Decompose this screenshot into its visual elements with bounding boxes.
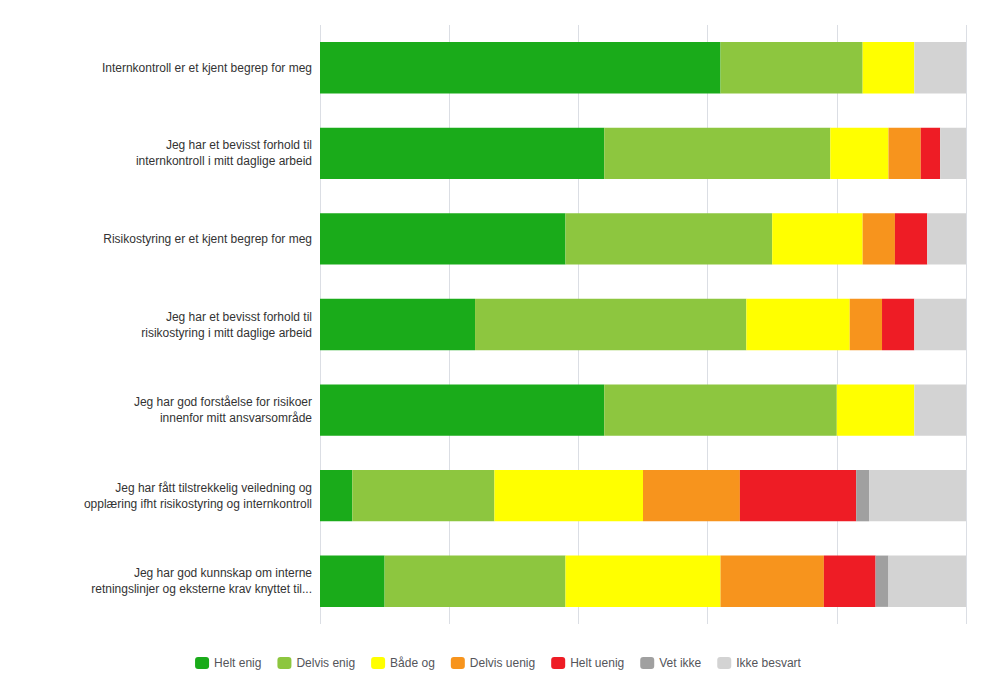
svg-text:Helt enig: Helt enig: [214, 656, 261, 670]
svg-text:Ikke besvart: Ikke besvart: [736, 656, 801, 670]
svg-text:Jeg har fått tilstrekkelig vei: Jeg har fått tilstrekkelig veiledning og: [115, 481, 312, 495]
svg-text:Jeg har god kunnskap om intern: Jeg har god kunnskap om interne: [134, 566, 312, 580]
svg-text:Risikostyring er et kjent begr: Risikostyring er et kjent begrep for meg: [103, 232, 312, 246]
svg-text:Jeg har et bevisst forhold til: Jeg har et bevisst forhold til: [166, 310, 312, 324]
svg-text:Internkontroll er et kjent beg: Internkontroll er et kjent begrep for me…: [102, 61, 312, 75]
svg-text:risikostyring i mitt daglige a: risikostyring i mitt daglige arbeid: [141, 326, 312, 340]
svg-text:Delvis uenig: Delvis uenig: [470, 656, 535, 670]
svg-text:opplæring ifht risikostyring o: opplæring ifht risikostyring og internko…: [84, 497, 312, 511]
svg-text:Vet ikke: Vet ikke: [659, 656, 701, 670]
svg-text:Delvis enig: Delvis enig: [296, 656, 355, 670]
svg-text:Helt uenig: Helt uenig: [570, 656, 624, 670]
svg-text:Jeg har et bevisst forhold til: Jeg har et bevisst forhold til: [166, 138, 312, 152]
svg-text:innenfor mitt ansvarsområde: innenfor mitt ansvarsområde: [160, 411, 312, 425]
svg-text:Både og: Både og: [390, 656, 435, 670]
svg-text:internkontroll i mitt daglige: internkontroll i mitt daglige arbeid: [136, 154, 312, 168]
svg-text:retningslinjer og eksterne kra: retningslinjer og eksterne krav knyttet …: [91, 582, 312, 596]
svg-text:Jeg har god forståelse for ris: Jeg har god forståelse for risikoer: [134, 395, 312, 409]
